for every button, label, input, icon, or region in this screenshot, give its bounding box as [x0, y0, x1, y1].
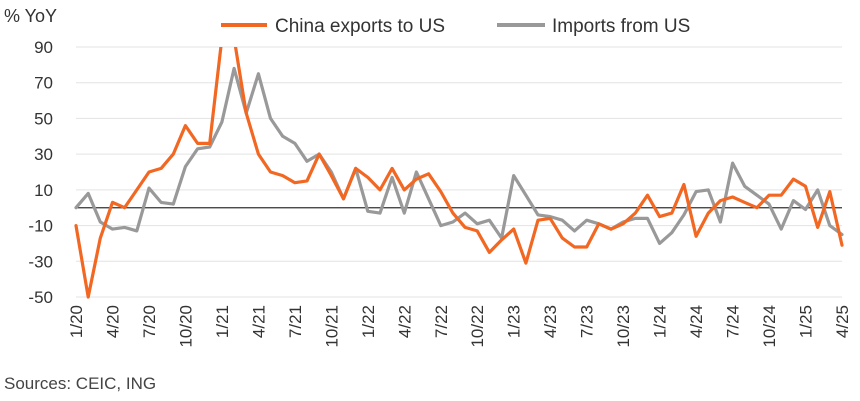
x-tick-label-7-21: 7/21	[286, 305, 305, 338]
y-tick-label-30: 30	[34, 145, 53, 164]
x-tick-label-7-24: 7/24	[724, 305, 743, 338]
y-axis-unit-label: % YoY	[4, 6, 57, 26]
y-tick-label--30: -30	[28, 252, 53, 271]
y-tick-label-70: 70	[34, 74, 53, 93]
x-tick-label-10-23: 10/23	[614, 305, 633, 348]
x-tick-label-1-20: 1/20	[67, 305, 86, 338]
x-tick-label-4-23: 4/23	[541, 305, 560, 338]
x-tick-label-1-22: 1/22	[359, 305, 378, 338]
x-tick-label-4-22: 4/22	[395, 305, 414, 338]
legend-label-exports: China exports to US	[275, 16, 445, 37]
x-tick-label-1-23: 1/23	[505, 305, 524, 338]
y-tick-label-90: 90	[34, 38, 53, 57]
series-line-imports-from-us	[74, 66, 844, 245]
x-tick-label-7-23: 7/23	[578, 305, 597, 338]
legend: China exports to US Imports from US	[221, 16, 690, 37]
x-tick-label-10-20: 10/20	[176, 305, 195, 348]
y-tick-label-50: 50	[34, 109, 53, 128]
x-axis: 1/20 4/20 7/20 10/20 1/21 4/21 7/21 10/21 1/22 4/…	[67, 305, 852, 348]
x-tick-label-10-21: 10/21	[322, 305, 341, 348]
x-tick-label-1-25: 1/25	[797, 305, 816, 338]
x-tick-label-10-24: 10/24	[760, 305, 779, 348]
legend-label-imports: Imports from US	[552, 16, 690, 37]
x-tick-label-4-20: 4/20	[103, 305, 122, 338]
series-line-china-exports-to-us	[74, 47, 844, 299]
x-tick-label-10-22: 10/22	[468, 305, 487, 348]
x-tick-label-1-21: 1/21	[213, 305, 232, 338]
x-tick-label-7-20: 7/20	[140, 305, 159, 338]
y-tick-label-10: 10	[34, 181, 53, 200]
gridlines	[76, 46, 842, 298]
y-tick-label--50: -50	[28, 288, 53, 307]
x-tick-label-7-22: 7/22	[432, 305, 451, 338]
x-tick-label-1-24: 1/24	[651, 305, 670, 338]
series-lines	[74, 47, 844, 299]
x-tick-label-4-25: 4/25	[833, 305, 852, 338]
y-tick-label--10: -10	[28, 217, 53, 236]
source-note: Sources: CEIC, ING	[4, 374, 157, 393]
x-tick-label-4-21: 4/21	[249, 305, 268, 338]
y-axis: 90 70 50 30 10 -10 -30 -50	[28, 38, 53, 307]
x-tick-label-4-24: 4/24	[687, 305, 706, 338]
